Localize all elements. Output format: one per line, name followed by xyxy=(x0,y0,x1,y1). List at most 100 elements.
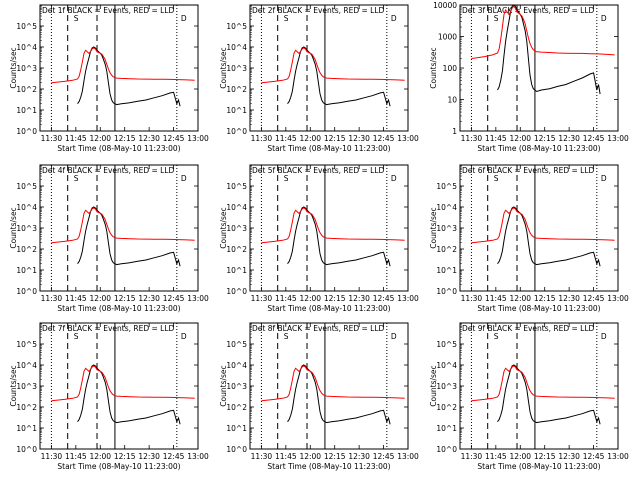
y-tick-label: 10^0 xyxy=(436,287,457,296)
y-tick-label: 10^1 xyxy=(436,266,457,275)
series-line-lld xyxy=(261,47,405,84)
chart-title: Det 7f BLACK = Events, RED = LLD xyxy=(42,324,175,333)
series-line-lld xyxy=(471,365,615,402)
plot-frame xyxy=(39,4,199,132)
x-tick-label: 12:00 xyxy=(299,452,321,461)
x-tick-label: 12:00 xyxy=(299,294,321,303)
series-line-lld xyxy=(51,365,195,402)
series-line-events xyxy=(77,46,181,107)
plot-frame xyxy=(249,322,409,450)
y-axis-label: Counts/sec xyxy=(429,365,438,406)
x-tick-label: 11:45 xyxy=(275,452,297,461)
x-tick-label: 12:15 xyxy=(114,134,136,143)
y-axis-label: Counts/sec xyxy=(429,207,438,248)
x-axis-label: Start Time (08-May-10 11:23:00) xyxy=(477,462,600,471)
y-tick-label: 10^3 xyxy=(16,382,37,391)
x-tick-label: 12:30 xyxy=(558,134,580,143)
y-tick-label: 10^3 xyxy=(226,224,247,233)
y-tick-label: 100 xyxy=(443,64,458,73)
x-tick-label: 11:30 xyxy=(41,452,63,461)
x-tick-label: 11:30 xyxy=(461,452,483,461)
x-tick-label: 12:00 xyxy=(89,452,111,461)
x-tick-label: 11:45 xyxy=(275,134,297,143)
y-tick-label: 10^0 xyxy=(16,287,37,296)
x-tick-label: 12:45 xyxy=(373,134,395,143)
x-tick-label: 12:30 xyxy=(348,134,370,143)
x-tick-label: 12:00 xyxy=(89,134,111,143)
chart-title: Det 4f BLACK = Events, RED = LLD xyxy=(42,166,175,175)
x-axis-label: Start Time (08-May-10 11:23:00) xyxy=(57,144,180,153)
x-tick-label: 11:30 xyxy=(461,294,483,303)
chart-panel-5: Det 5f BLACK = Events, RED = LLD Counts/s… xyxy=(219,164,419,313)
y-tick-label: 10^1 xyxy=(226,266,247,275)
x-tick-label: 12:45 xyxy=(373,294,395,303)
y-axis-label: Counts/sec xyxy=(9,47,18,88)
series-line-events xyxy=(497,364,601,425)
chart-title: Det 9f BLACK = Events, RED = LLD xyxy=(462,324,595,333)
x-tick-label: 11:45 xyxy=(485,134,507,143)
flag-marker: S xyxy=(74,174,79,183)
y-tick-label: 1000 xyxy=(438,33,457,42)
y-tick-label: 10^4 xyxy=(226,43,247,52)
y-axis-label: Counts/sec xyxy=(9,365,18,406)
y-tick-label: 10^0 xyxy=(226,127,247,136)
x-tick-label: 12:30 xyxy=(348,294,370,303)
x-tick-label: 12:00 xyxy=(299,134,321,143)
y-tick-label: 10^3 xyxy=(436,382,457,391)
x-axis-label: Start Time (08-May-10 11:23:00) xyxy=(57,462,180,471)
x-tick-label: 13:00 xyxy=(187,294,209,303)
y-tick-label: 10^5 xyxy=(226,22,247,31)
chart-title: Det 5f BLACK = Events, RED = LLD xyxy=(252,166,385,175)
y-tick-label: 10^3 xyxy=(226,64,247,73)
x-tick-label: 12:45 xyxy=(163,294,185,303)
x-tick-label: 12:45 xyxy=(583,134,605,143)
x-tick-label: 11:45 xyxy=(485,452,507,461)
x-tick-label: 12:30 xyxy=(138,134,160,143)
series-line-lld xyxy=(261,365,405,402)
flag-marker: S xyxy=(74,14,79,23)
y-tick-label: 10 xyxy=(447,96,457,105)
flag-marker: D xyxy=(181,174,187,183)
chart-panel-3: Det 3f BLACK = Events, RED = LLD Counts/s… xyxy=(429,1,629,153)
chart-title: Det 6f BLACK = Events, RED = LLD xyxy=(462,166,595,175)
x-axis-label: Start Time (08-May-10 11:23:00) xyxy=(267,144,390,153)
y-tick-label: 10^5 xyxy=(16,22,37,31)
x-tick-label: 12:45 xyxy=(163,452,185,461)
y-axis-label: Counts/sec xyxy=(219,207,228,248)
flag-marker: S xyxy=(284,14,289,23)
y-tick-label: 10^3 xyxy=(226,382,247,391)
y-tick-label: 10^1 xyxy=(226,424,247,433)
y-tick-label: 10^0 xyxy=(226,445,247,454)
y-tick-label: 10^4 xyxy=(436,361,457,370)
series-line-events xyxy=(77,364,181,425)
y-tick-label: 10^0 xyxy=(16,127,37,136)
y-tick-label: 10^2 xyxy=(16,85,37,94)
series-line-events xyxy=(77,206,181,267)
series-line-events xyxy=(287,364,391,425)
series-line-events xyxy=(497,4,601,95)
x-tick-label: 12:45 xyxy=(373,452,395,461)
y-tick-label: 10^1 xyxy=(436,424,457,433)
x-tick-label: 13:00 xyxy=(607,134,629,143)
x-tick-label: 12:30 xyxy=(138,452,160,461)
plot-frame xyxy=(459,4,619,132)
y-tick-label: 10^3 xyxy=(16,224,37,233)
chart-title: Det 2f BLACK = Events, RED = LLD xyxy=(252,6,385,15)
x-tick-label: 11:45 xyxy=(485,294,507,303)
x-tick-label: 11:30 xyxy=(251,452,273,461)
x-tick-label: 12:30 xyxy=(558,294,580,303)
flag-marker: S xyxy=(284,174,289,183)
y-tick-label: 10^1 xyxy=(16,106,37,115)
chart-panel-2: Det 2f BLACK = Events, RED = LLD Counts/s… xyxy=(219,4,419,153)
y-tick-label: 10^4 xyxy=(16,361,37,370)
x-tick-label: 11:30 xyxy=(461,134,483,143)
x-tick-label: 11:45 xyxy=(65,134,87,143)
y-tick-label: 10^4 xyxy=(16,43,37,52)
x-tick-label: 12:00 xyxy=(89,294,111,303)
y-tick-label: 10^5 xyxy=(436,340,457,349)
x-tick-label: 12:30 xyxy=(348,452,370,461)
x-axis-label: Start Time (08-May-10 11:23:00) xyxy=(477,144,600,153)
x-axis-label: Start Time (08-May-10 11:23:00) xyxy=(57,304,180,313)
series-line-lld xyxy=(51,47,195,84)
y-tick-label: 1 xyxy=(452,127,457,136)
